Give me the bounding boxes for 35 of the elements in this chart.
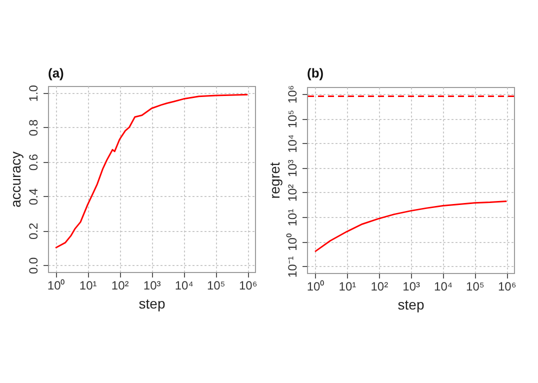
x-tick-label: 10⁴ — [434, 280, 453, 294]
x-tick-label: 10³ — [402, 280, 420, 294]
x-tick-label: 10⁶ — [498, 280, 516, 294]
y-tick-label: 10³ — [286, 160, 300, 177]
x-tick-label: 10⁰ — [306, 280, 324, 294]
y-axis-title: accuracy — [8, 151, 24, 208]
y-tick-label: 0.8 — [26, 119, 40, 136]
y-tick-label: 10¹ — [286, 208, 300, 226]
x-tick-label: 10⁶ — [238, 278, 258, 292]
x-tick-label: 10² — [111, 278, 129, 292]
line-series — [314, 200, 508, 252]
y-tick-label: 0.6 — [26, 154, 40, 171]
x-axis-title: step — [138, 296, 166, 312]
x-tick-label: 10⁴ — [174, 278, 194, 292]
y-tick-label: 0.2 — [26, 222, 40, 240]
x-tick-label: 10¹ — [338, 280, 356, 294]
x-tick-label: 10⁵ — [206, 278, 226, 292]
x-tick-label: 10² — [370, 280, 388, 294]
chart-title: (a) — [48, 66, 64, 81]
y-tick-label: 10⁶ — [286, 85, 300, 104]
y-tick-label: 10² — [286, 184, 300, 202]
chart-title: (b) — [307, 66, 324, 81]
y-axis-title: regret — [266, 162, 282, 199]
y-tick-label: 10⁴ — [286, 134, 300, 153]
x-tick-label: 10⁰ — [47, 278, 65, 292]
y-tick-label: 0.4 — [26, 188, 40, 206]
x-tick-label: 10⁵ — [466, 280, 484, 294]
y-tick-label: 1.0 — [26, 84, 40, 102]
x-tick-label: 10³ — [143, 278, 161, 292]
y-tick-label: 10⁵ — [286, 110, 300, 128]
y-tick-label: 0.0 — [26, 256, 40, 274]
x-tick-label: 10¹ — [79, 278, 97, 292]
y-tick-label: 10⁻¹ — [286, 256, 300, 278]
x-axis-title: step — [398, 296, 424, 312]
y-tick-label: 10⁰ — [286, 234, 300, 251]
